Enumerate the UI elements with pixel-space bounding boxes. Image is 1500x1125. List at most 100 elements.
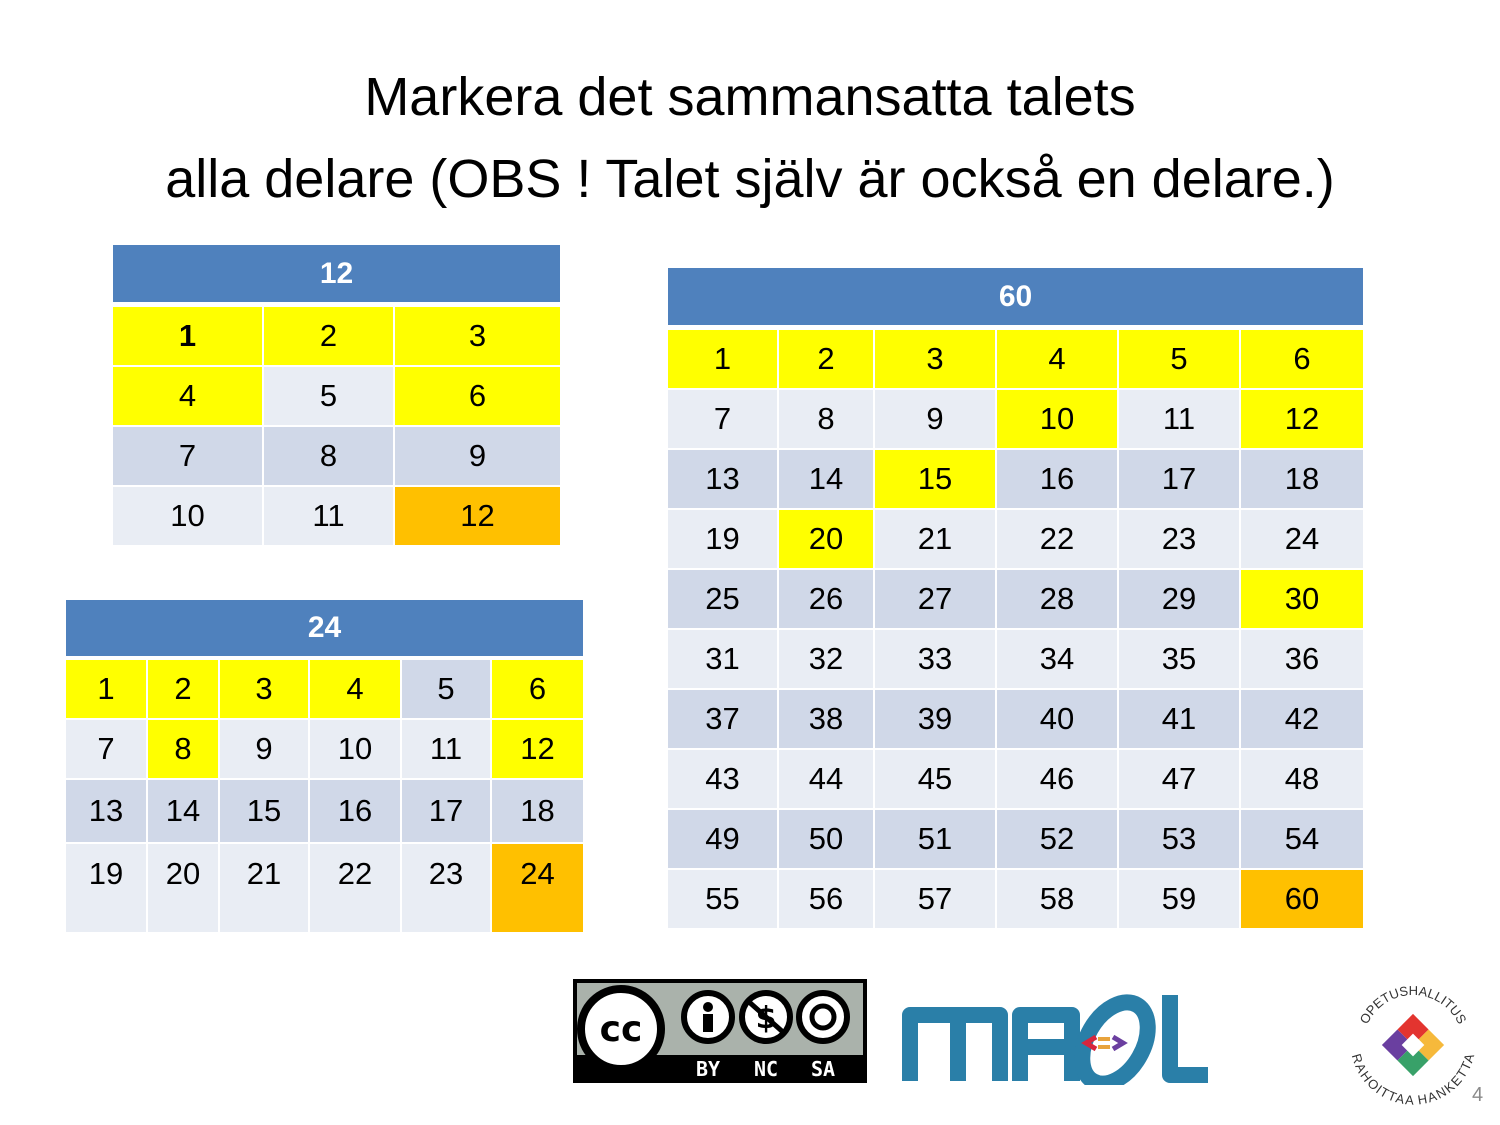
table-cell: 17 xyxy=(1119,450,1239,508)
table-cell: 57 xyxy=(875,870,995,928)
table-cell: 12 xyxy=(492,720,583,778)
table-cell: 21 xyxy=(875,510,995,568)
table-cell: 25 xyxy=(668,570,777,628)
table-cell: 3 xyxy=(875,330,995,388)
table-cell: 3 xyxy=(220,660,308,718)
title-line: Markera det sammansatta talets xyxy=(364,67,1136,127)
table-cell: 8 xyxy=(148,720,218,778)
table-cell: 35 xyxy=(1119,630,1239,688)
table-cell: 33 xyxy=(875,630,995,688)
table-cell: 1 xyxy=(113,307,262,365)
table-cell: 15 xyxy=(875,450,995,508)
table-cell: 59 xyxy=(1119,870,1239,928)
table-cell: 38 xyxy=(779,690,873,748)
table-cell: 2 xyxy=(779,330,873,388)
table-cell: 5 xyxy=(1119,330,1239,388)
table-cell: 29 xyxy=(1119,570,1239,628)
table-cell: 7 xyxy=(668,390,777,448)
table-cell: 12 xyxy=(1241,390,1363,448)
table-cell: 37 xyxy=(668,690,777,748)
table-cell: 14 xyxy=(779,450,873,508)
table-cell: 22 xyxy=(310,844,400,932)
table-cell: 8 xyxy=(264,427,393,485)
table-cell: 54 xyxy=(1241,810,1363,868)
table-cell: 9 xyxy=(395,427,560,485)
table-cell: 10 xyxy=(310,720,400,778)
table-cell: 6 xyxy=(1241,330,1363,388)
table-cell: 27 xyxy=(875,570,995,628)
table-cell: 46 xyxy=(997,750,1117,808)
table-cell: 56 xyxy=(779,870,873,928)
table-cell: 43 xyxy=(668,750,777,808)
table-cell: 4 xyxy=(310,660,400,718)
table-cell: 24 xyxy=(1241,510,1363,568)
table-header: 12 xyxy=(113,245,560,302)
table-cell: 24 xyxy=(492,844,583,932)
table-cell: 4 xyxy=(997,330,1117,388)
table-cell: 4 xyxy=(113,367,262,425)
table-cell: 10 xyxy=(997,390,1117,448)
table-cell: 12 xyxy=(395,487,560,545)
table-cell: 7 xyxy=(113,427,262,485)
table-cell: 15 xyxy=(220,780,308,842)
table-cell: 31 xyxy=(668,630,777,688)
table-cell: 36 xyxy=(1241,630,1363,688)
table-cell: 52 xyxy=(997,810,1117,868)
table-cell: 6 xyxy=(492,660,583,718)
table-cell: 20 xyxy=(148,844,218,932)
page-number: 4 xyxy=(1472,1084,1484,1106)
table-cell: 23 xyxy=(1119,510,1239,568)
table-cell: 39 xyxy=(875,690,995,748)
table-cell: 2 xyxy=(264,307,393,365)
table-cell: 11 xyxy=(1119,390,1239,448)
svg-text:cc: cc xyxy=(600,1009,643,1050)
table-cell: 47 xyxy=(1119,750,1239,808)
license-term: SA xyxy=(811,1057,835,1081)
table-cell: 13 xyxy=(668,450,777,508)
table-cell: 53 xyxy=(1119,810,1239,868)
table-cell: 19 xyxy=(668,510,777,568)
table-cell: 48 xyxy=(1241,750,1363,808)
table-cell: 5 xyxy=(264,367,393,425)
table-cell: 3 xyxy=(395,307,560,365)
table-cell: 51 xyxy=(875,810,995,868)
title-line: alla delare (OBS ! Talet själv är också … xyxy=(165,149,1335,209)
table-cell: 9 xyxy=(220,720,308,778)
table-cell: 45 xyxy=(875,750,995,808)
table-cell: 18 xyxy=(1241,450,1363,508)
table-cell: 9 xyxy=(875,390,995,448)
table-cell: 22 xyxy=(997,510,1117,568)
table-cell: 7 xyxy=(66,720,146,778)
table-cell: 1 xyxy=(668,330,777,388)
table-cell: 14 xyxy=(148,780,218,842)
table-cell: 44 xyxy=(779,750,873,808)
table-cell: 11 xyxy=(264,487,393,545)
table-cell: 1 xyxy=(66,660,146,718)
table-cell: 28 xyxy=(997,570,1117,628)
table-cell: 16 xyxy=(997,450,1117,508)
table-cell: 50 xyxy=(779,810,873,868)
table-cell: 19 xyxy=(66,844,146,932)
table-cell: 20 xyxy=(779,510,873,568)
table-cell: 13 xyxy=(66,780,146,842)
table-cell: 58 xyxy=(997,870,1117,928)
table-cell: 41 xyxy=(1119,690,1239,748)
table-cell: 2 xyxy=(148,660,218,718)
table-cell: 32 xyxy=(779,630,873,688)
table-cell: 21 xyxy=(220,844,308,932)
table-cell: 10 xyxy=(113,487,262,545)
table-cell: 6 xyxy=(395,367,560,425)
table-cell: 8 xyxy=(779,390,873,448)
table-cell: 23 xyxy=(402,844,490,932)
table-cell: 34 xyxy=(997,630,1117,688)
table-cell: 40 xyxy=(997,690,1117,748)
table-cell: 26 xyxy=(779,570,873,628)
table-cell: 49 xyxy=(668,810,777,868)
table-cell: 18 xyxy=(492,780,583,842)
table-cell: 5 xyxy=(402,660,490,718)
license-term: BY xyxy=(696,1057,720,1081)
oph-logo: OPETUSHALLITUS RAHOITTAA HANKETTA xyxy=(1349,983,1477,1108)
maol-logo xyxy=(902,994,1208,1085)
table-cell: 16 xyxy=(310,780,400,842)
